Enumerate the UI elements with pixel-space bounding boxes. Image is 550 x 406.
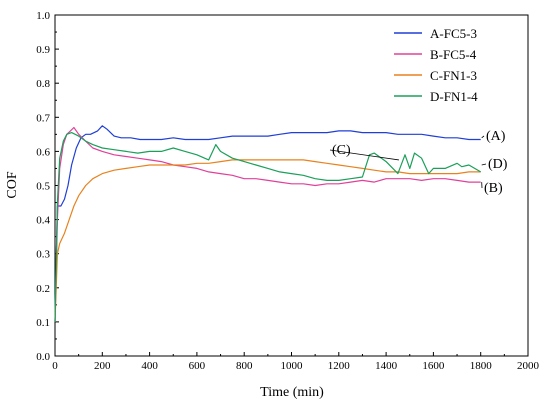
legend-label-d-fn1-4: D-FN1-4 <box>430 89 478 104</box>
y-tick-label: 0.0 <box>36 351 50 363</box>
x-tick-label: 1600 <box>422 360 445 372</box>
annotation-label-a: (A) <box>486 129 506 144</box>
plot-frame <box>54 14 529 357</box>
x-tick-label: 2000 <box>517 360 540 372</box>
x-tick-label: 1400 <box>375 360 398 372</box>
legend-label-b-fc5-4: B-FC5-4 <box>430 47 477 62</box>
y-tick-label: 0.1 <box>36 317 50 329</box>
x-tick-label: 1800 <box>470 360 493 372</box>
x-tick-label: 1000 <box>281 360 304 372</box>
y-tick-label: 0.7 <box>36 112 50 124</box>
y-tick-label: 1.0 <box>36 10 50 22</box>
y-tick-label: 0.9 <box>36 44 50 56</box>
annotation-label-b: (B) <box>484 181 503 196</box>
annotation-pointer-d <box>481 163 487 166</box>
legend-label-c-fn1-3: C-FN1-3 <box>430 68 477 83</box>
series-line-b-fc5-4 <box>54 126 481 322</box>
y-tick-label: 0.6 <box>36 146 50 158</box>
annotation-pointer-c <box>329 149 399 161</box>
series-line-a-fc5-3 <box>54 125 481 322</box>
x-tick-label: 200 <box>94 360 111 372</box>
legend-label-a-fc5-3: A-FC5-3 <box>430 26 477 41</box>
x-tick-label: 0 <box>52 360 58 372</box>
x-tick-label: 600 <box>189 360 206 372</box>
y-tick-label: 0.3 <box>36 249 50 261</box>
annotation-pointer-a <box>481 135 485 139</box>
y-tick-label: 0.5 <box>36 181 50 193</box>
x-tick-label: 800 <box>236 360 253 372</box>
x-tick-label: 1200 <box>328 360 351 372</box>
x-axis-title: Time (min) <box>260 385 324 400</box>
series-line-c-fn1-3 <box>54 159 481 322</box>
series-line-d-fn1-4 <box>54 132 482 322</box>
y-axis-title: COF <box>5 171 20 198</box>
axes: 0 200 400 600 800 1000 1200 1400 1600 1800 2000 0.0… <box>36 10 539 372</box>
y-tick-label: 0.4 <box>36 215 50 227</box>
annotations: (A) (B) (C) (D) <box>329 129 508 196</box>
y-tick-label: 0.8 <box>36 78 50 90</box>
series-lines <box>54 125 482 322</box>
y-tick-label: 0.2 <box>36 283 50 295</box>
x-tick-label: 400 <box>141 360 158 372</box>
annotation-label-d: (D) <box>488 157 508 172</box>
annotation-label-c: (C) <box>332 143 351 158</box>
legend: A-FC5-3 B-FC5-4 C-FN1-3 D-FN1-4 <box>394 26 478 104</box>
